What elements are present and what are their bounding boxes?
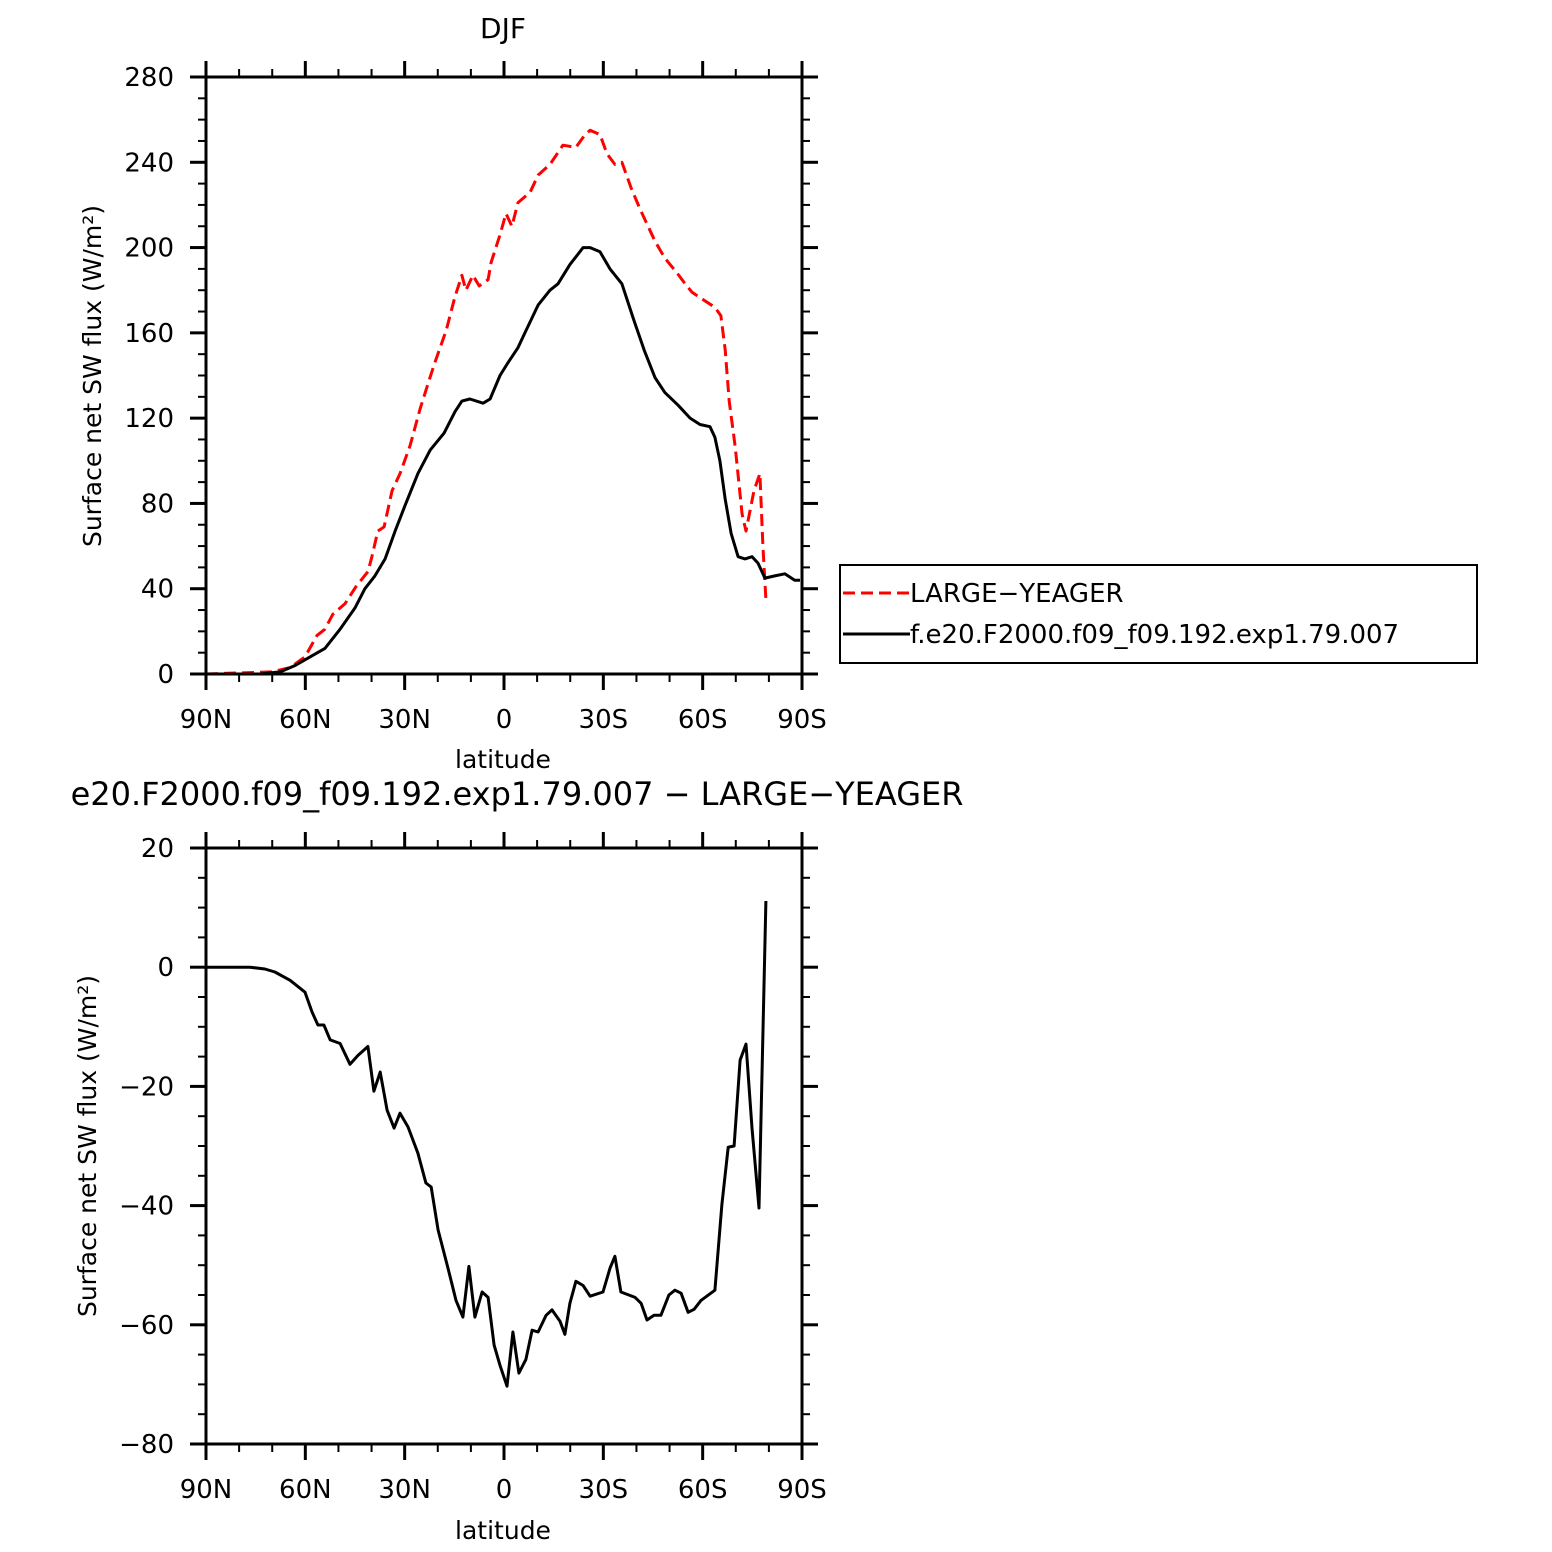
y-tick-label: 80 [141,489,174,519]
x-tick-label: 60N [279,705,332,735]
chart-title: e20.F2000.f09_f09.192.exp1.79.007 − LARG… [71,775,964,813]
x-tick-label: 0 [496,1475,513,1505]
legend-label-large-yeager: LARGE−YEAGER [910,579,1124,609]
x-tick-label: 0 [496,705,513,735]
x-tick-label: 90N [180,705,233,735]
series-line-0 [206,900,768,1388]
chart-title: DJF [480,12,526,45]
y-axis-label: Surface net SW flux (W/m²) [73,975,102,1317]
legend-box [839,564,1478,664]
y-tick-label: −60 [119,1311,174,1341]
x-tick-label: 90S [777,705,827,735]
y-tick-label: −20 [119,1072,174,1102]
plot-frame [204,75,804,676]
x-tick-label: 90S [777,1475,827,1505]
x-tick-label: 60S [678,705,728,735]
x-tick-label: 90N [180,1475,233,1505]
legend-label-model-run: f.e20.F2000.f09_f09.192.exp1.79.007 [910,620,1399,650]
y-tick-label: 200 [124,234,174,264]
x-tick-label: 30S [579,705,629,735]
y-tick-label: 40 [141,575,174,605]
x-tick-label: 30N [378,705,431,735]
y-tick-label: 240 [124,148,174,178]
x-tick-label: 60S [678,1475,728,1505]
series-line-0 [205,128,768,676]
y-axis-label: Surface net SW flux (W/m²) [78,205,107,547]
y-tick-label: 120 [124,404,174,434]
y-tick-label: 20 [141,834,174,864]
y-tick-label: 280 [124,63,174,93]
x-tick-label: 30N [378,1475,431,1505]
x-tick-label: 30S [579,1475,629,1505]
plot-frame [204,846,804,1446]
bottom-panel-difference: e20.F2000.f09_f09.192.exp1.79.007 − LARG… [71,775,964,1545]
x-axis-label: latitude [455,745,551,774]
y-tick-label: −40 [119,1192,174,1222]
y-tick-label: 160 [124,319,174,349]
x-axis-label: latitude [455,1516,551,1545]
legend: LARGE−YEAGER f.e20.F2000.f09_f09.192.exp… [839,564,1478,664]
y-tick-label: 0 [157,953,174,983]
y-tick-label: −80 [119,1430,174,1460]
x-tick-label: 60N [279,1475,332,1505]
series-line-1 [206,246,800,676]
top-panel-djf: DJF latitude Surface net SW flux (W/m²) … [78,12,827,774]
y-tick-label: 0 [157,660,174,690]
